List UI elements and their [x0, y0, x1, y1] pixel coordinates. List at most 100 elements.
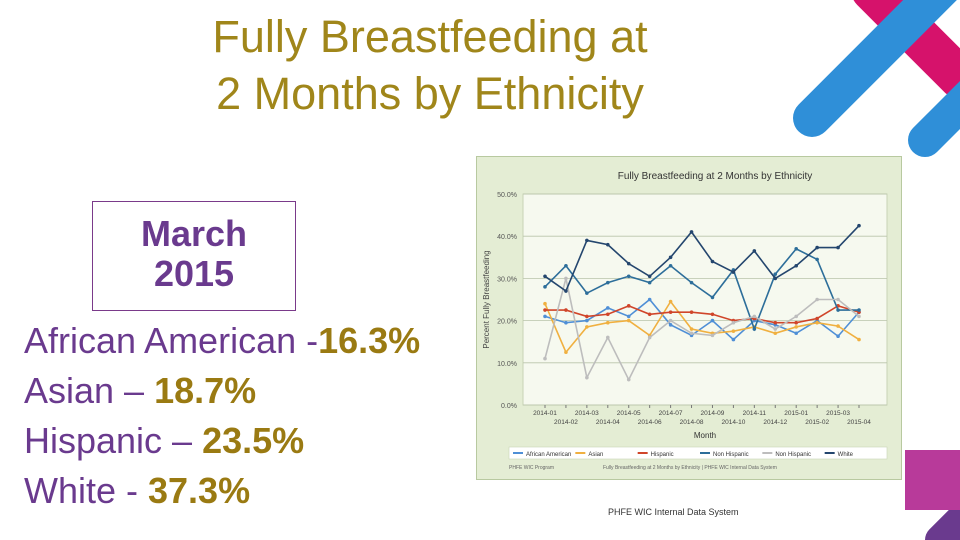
legend-label: African American [526, 452, 571, 458]
chart-note-right: Fully Breastfeeding at 2 Months by Ethni… [603, 465, 777, 471]
data-point [689, 280, 694, 285]
data-point [585, 238, 589, 243]
data-point [647, 335, 652, 340]
data-point [606, 335, 610, 340]
data-point [731, 320, 736, 325]
data-point [564, 263, 568, 268]
data-point [836, 245, 840, 250]
data-point [543, 308, 547, 312]
x-tick-label: 2014-01 [533, 410, 557, 417]
stat-asian: Asian – 18.7% [24, 366, 474, 416]
stat-value: 23.5% [202, 420, 305, 461]
x-tick-label: 2014-06 [638, 419, 662, 426]
data-point [626, 314, 631, 319]
stat-african-american: African American -16.3% [24, 316, 474, 366]
series-line-2 [545, 304, 860, 324]
stat-hispanic: Hispanic – 23.5% [24, 416, 474, 466]
x-tick-label: 2015-03 [826, 410, 850, 417]
series-line-0 [544, 298, 860, 341]
y-tick-label: 10.0% [497, 361, 517, 368]
data-point [543, 356, 547, 361]
y-tick-label: 20.0% [497, 319, 517, 326]
data-point [647, 280, 652, 285]
date-year: 2015 [153, 253, 235, 294]
x-tick-label: 2014-02 [554, 419, 578, 426]
data-point [836, 334, 840, 339]
data-point [794, 331, 798, 336]
data-point [710, 259, 715, 264]
data-point [815, 257, 819, 262]
data-point [564, 276, 568, 281]
data-point [815, 297, 819, 302]
data-point [543, 314, 547, 319]
legend-label: White [838, 452, 854, 458]
series-line-1 [544, 300, 860, 354]
x-tick-label: 2014-04 [596, 419, 620, 426]
data-point [836, 297, 840, 302]
x-tick-label: 2014-11 [743, 410, 767, 417]
y-tick-label: 40.0% [497, 234, 517, 241]
stat-label: Hispanic – [24, 420, 203, 461]
x-tick-label: 2014-03 [575, 410, 599, 417]
magenta-block [905, 450, 960, 510]
stat-label: African American - [24, 320, 319, 361]
data-point [668, 323, 673, 327]
y-axis-label: Percent Fully Breastfeeding [482, 250, 491, 348]
data-point [543, 285, 547, 289]
x-tick-label: 2014-09 [701, 410, 725, 417]
y-tick-label: 30.0% [497, 276, 517, 283]
legend-label: Non Hispanic [713, 452, 749, 458]
data-point [773, 272, 778, 276]
data-point [668, 310, 673, 314]
data-point [585, 318, 589, 323]
data-point [710, 312, 715, 317]
data-point [626, 377, 631, 382]
blue-stripe [793, 0, 957, 137]
data-point [857, 314, 861, 319]
y-tick-label: 50.0% [497, 192, 517, 199]
title-line-2: 2 Months by Ethnicity [216, 68, 644, 119]
stat-value: 37.3% [148, 470, 251, 511]
data-point [606, 280, 610, 285]
data-point [857, 223, 861, 228]
data-point [794, 247, 798, 251]
chart-panel: Fully Breastfeeding at 2 Months by Ethni… [476, 156, 902, 480]
stat-value: 18.7% [154, 370, 257, 411]
ethnicity-stats: African American -16.3% Asian – 18.7% Hi… [24, 316, 474, 516]
footer-source: PHFE WIC Internal Data System [608, 507, 739, 517]
x-tick-label: 2014-10 [721, 419, 745, 426]
series-line-5 [544, 225, 860, 293]
x-tick-label: 2014-08 [680, 419, 704, 426]
title-line-1: Fully Breastfeeding at [212, 11, 648, 62]
line-chart: Fully Breastfeeding at 2 Months by Ethni… [482, 171, 888, 471]
x-tick-label: 2015-01 [784, 410, 808, 417]
data-point [773, 327, 778, 331]
data-point [626, 261, 631, 266]
stat-value: 16.3% [318, 320, 421, 361]
data-point [543, 301, 547, 306]
data-point [773, 331, 778, 336]
legend-label: Hispanic [651, 452, 674, 458]
data-point [585, 325, 589, 329]
data-point [794, 314, 798, 319]
data-point [668, 263, 673, 268]
slide-title: Fully Breastfeeding at 2 Months by Ethni… [150, 8, 710, 122]
data-point [689, 230, 694, 234]
data-point [606, 242, 610, 247]
data-point [752, 314, 757, 319]
data-point [710, 318, 715, 323]
stat-label: White - [24, 470, 149, 511]
data-point [606, 320, 610, 325]
legend-box [508, 446, 888, 460]
legend-label: Asian [588, 452, 603, 458]
data-point [647, 297, 652, 302]
data-point [585, 375, 589, 380]
stat-white: White - 37.3% [24, 466, 474, 516]
stat-label: Asian – [24, 370, 155, 411]
purple-stripe [925, 505, 960, 540]
y-tick-label: 0.0% [501, 403, 517, 410]
x-tick-label: 2014-07 [659, 410, 683, 417]
data-point [836, 308, 840, 312]
data-point [794, 263, 798, 268]
data-point [543, 274, 547, 279]
